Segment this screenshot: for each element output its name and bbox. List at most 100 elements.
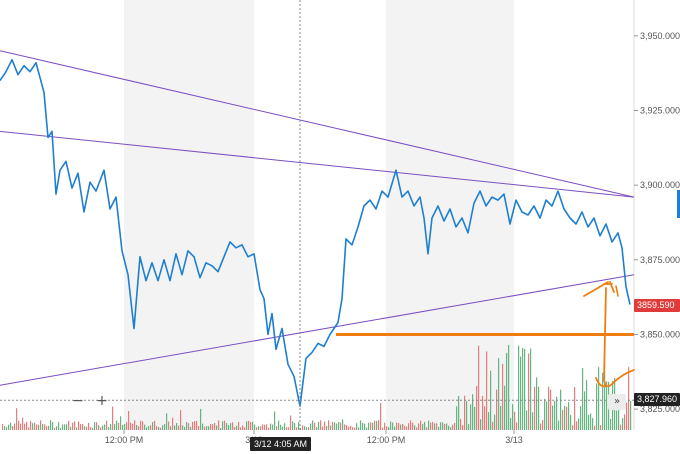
volume-bar (552, 405, 554, 430)
volume-bar (364, 423, 366, 430)
volume-bar (274, 411, 276, 430)
volume-bar (374, 420, 376, 430)
volume-bar (610, 418, 612, 430)
orange-arrow-up (583, 281, 615, 297)
zoom-out-button[interactable]: − (72, 393, 84, 409)
volume-bar (620, 424, 622, 430)
session-band-1 (386, 0, 514, 430)
volume-bar (448, 425, 450, 430)
y-axis-ticks: 3,950.000 3,925.000 3,900.000 3,875.000 3,85… (634, 31, 680, 414)
volume-bar (256, 427, 258, 430)
volume-bar (66, 424, 68, 430)
volume-bar (214, 423, 216, 430)
volume-bar (622, 417, 624, 430)
volume-bar (70, 426, 72, 430)
volume-bar (600, 425, 602, 430)
volume-bar (166, 413, 168, 430)
volume-bar (412, 422, 414, 430)
volume-bar (454, 423, 456, 430)
volume-bar (188, 423, 190, 430)
volume-bar (242, 425, 244, 430)
volume-bar (84, 426, 86, 430)
volume-bar (28, 427, 30, 430)
volume-bar (160, 427, 162, 430)
volume-bar (494, 414, 496, 430)
volume-bar (630, 400, 632, 430)
volume-bar (90, 427, 92, 430)
volume-bar (590, 413, 592, 430)
volume-bar (122, 424, 124, 430)
volume-bar (278, 420, 280, 430)
volume-bar (224, 420, 226, 430)
volume-bar (298, 422, 300, 430)
volume-bar (38, 424, 40, 430)
volume-bar (530, 348, 532, 430)
x-tick-label: 12:00 PM (367, 435, 406, 445)
volume-bar (154, 420, 156, 430)
volume-bar (156, 426, 158, 430)
volume-bar (398, 423, 400, 430)
volume-bar (528, 353, 530, 430)
volume-bar (36, 424, 38, 430)
volume-bar (390, 421, 392, 430)
volume-bar (566, 406, 568, 430)
zoom-in-button[interactable]: + (96, 393, 108, 409)
volume-bar (80, 424, 82, 430)
x-axis-ticks: 12:00 PM3/1212:00 PM3/13 (105, 430, 523, 445)
volume-bar (444, 423, 446, 430)
volume-bar (140, 420, 142, 430)
volume-bar (420, 420, 422, 430)
volume-bar (170, 426, 172, 430)
volume-bar (558, 420, 560, 430)
volume-bar (16, 408, 18, 430)
volume-bar (308, 427, 310, 430)
volume-bar (288, 427, 290, 430)
volume-bar (150, 425, 152, 430)
volume-bar (132, 423, 134, 430)
volume-bar (280, 424, 282, 430)
volume-bar (334, 422, 336, 430)
volume-bar (294, 422, 296, 430)
volume-bar (306, 427, 308, 430)
volume-bar (618, 407, 620, 430)
volume-bar (8, 424, 10, 430)
volume-bar (346, 425, 348, 430)
y-tick-label: 3,925.000 (640, 105, 680, 115)
volume-bar (202, 423, 204, 430)
volume-bar (56, 426, 58, 430)
volume-bar (514, 411, 516, 430)
volume-bar (240, 427, 242, 430)
volume-bar (584, 391, 586, 430)
volume-bar (338, 421, 340, 430)
volume-bar (576, 421, 578, 430)
volume-bar (484, 406, 486, 430)
volume-bar (542, 419, 544, 430)
volume-bar (284, 423, 286, 430)
volume-bar (324, 421, 326, 430)
volume-bar (488, 412, 490, 430)
volume-bar (578, 418, 580, 430)
volume-bar (556, 396, 558, 430)
volume-bar (82, 424, 84, 430)
volume-bar (510, 418, 512, 430)
volume-bar (290, 415, 292, 430)
volume-bar (596, 383, 598, 430)
crosshair-price-badge: 3,827.960 (634, 393, 680, 407)
volume-bar (270, 423, 272, 430)
volume-bar (360, 420, 362, 430)
expand-icon[interactable]: » (608, 394, 626, 410)
volume-bar (180, 410, 182, 430)
volume-bar (162, 425, 164, 430)
volume-bar (68, 420, 70, 430)
volume-bar (406, 426, 408, 430)
volume-bar (370, 422, 372, 430)
volume-bar (134, 420, 136, 430)
x-tick-label: 12:00 PM (105, 435, 144, 445)
volume-bar (190, 426, 192, 430)
volume-bar (326, 426, 328, 430)
volume-bar (126, 422, 128, 430)
volume-bar (118, 422, 120, 430)
volume-bar (546, 401, 548, 430)
volume-bar (204, 426, 206, 430)
